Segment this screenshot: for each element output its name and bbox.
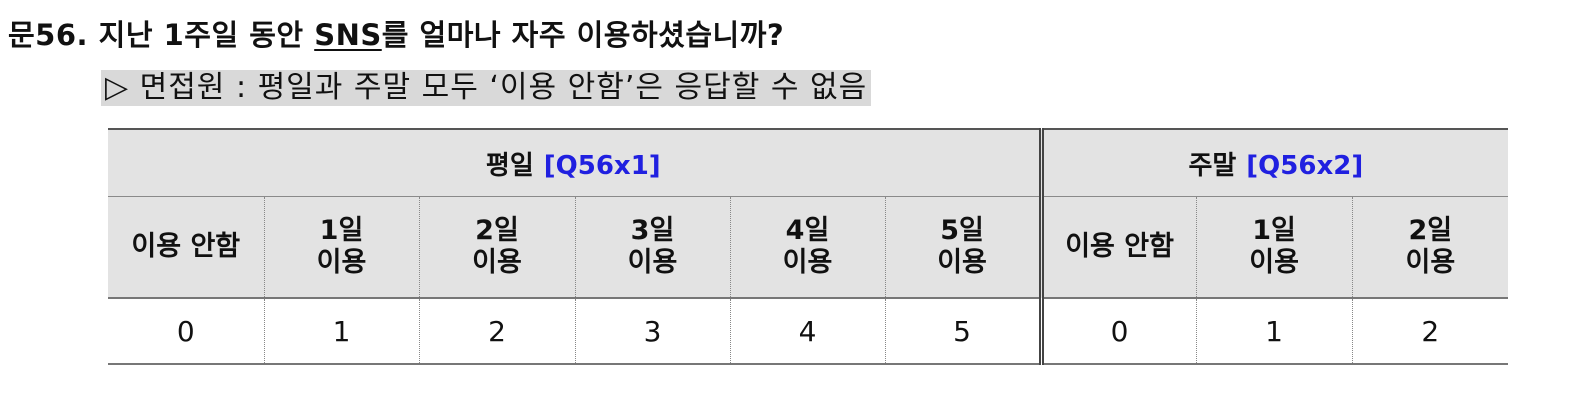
header-line: 이용 [627,247,678,278]
header-line: 2일 [475,215,519,246]
interviewer-note: ▷ 면접원 : 평일과 주말 모두 ‘이용 안함’은 응답할 수 없음 [101,70,872,106]
weekday-label: 평일 [485,150,534,181]
header-line: 1일 [1252,215,1296,246]
weekday-value-1: 1 [263,298,419,365]
weekend-value-2: 2 [1351,298,1509,365]
question-suffix: 를 얼마나 자주 이용하셨습니까? [381,18,785,52]
weekend-header-none: 이용 안함 [1038,196,1197,299]
header-line: 1일 [319,215,364,246]
weekday-value-none: 0 [108,298,264,365]
weekday-header-2: 2일 이용 [418,196,575,299]
response-table: 평일 [Q56x1] 주말 [Q56x2] 이용 안함 1일 이용 2일 이용 3일 이용… [108,128,1509,365]
question-sns: SNS [314,18,382,52]
header-line: 이용 [316,247,367,278]
weekday-header-1: 1일 이용 [263,196,419,299]
header-line: 2일 [1408,215,1453,246]
weekend-header-2: 2일 이용 [1351,196,1509,299]
header-line: 이용 [782,247,833,278]
header-line: 4일 [785,215,830,246]
weekend-label: 주말 [1188,150,1237,181]
question-prefix: 문56. 지난 1주일 동안 [8,18,315,52]
weekday-header-4: 4일 이용 [729,196,885,299]
header-line: 3일 [630,215,675,246]
header-line: 5일 [940,215,984,246]
weekend-header-1: 1일 이용 [1195,196,1353,299]
weekday-code: [Q56x1] [543,150,661,181]
weekday-value-5: 5 [884,298,1042,365]
question-title: 문56. 지난 1주일 동안 SNS를 얼마나 자주 이용하셨습니까? [8,12,784,54]
header-line: 이용 [1405,247,1456,278]
header-line: 이용 안함 [131,231,241,262]
weekday-group-header: 평일 [Q56x1] [108,128,1042,197]
header-line: 이용 [1249,247,1299,278]
header-line: 이용 [937,247,987,278]
weekday-header-none: 이용 안함 [108,196,264,299]
column-header-row: 이용 안함 1일 이용 2일 이용 3일 이용 4일 이용 5일 이용 이용 안함 1일 이… [108,196,1509,299]
weekday-value-3: 3 [574,298,730,365]
weekday-value-4: 4 [729,298,885,365]
weekend-group-header: 주말 [Q56x2] [1038,128,1509,197]
weekday-header-3: 3일 이용 [574,196,730,299]
value-row: 0 1 2 3 4 5 0 1 2 [108,298,1509,365]
weekend-code: [Q56x2] [1246,150,1364,181]
header-line: 이용 [472,247,522,278]
weekend-value-none: 0 [1038,298,1197,365]
header-line: 이용 안함 [1065,231,1174,262]
weekday-header-5: 5일 이용 [884,196,1042,299]
weekday-value-2: 2 [418,298,575,365]
group-header-row: 평일 [Q56x1] 주말 [Q56x2] [108,128,1509,197]
weekend-value-1: 1 [1195,298,1353,365]
